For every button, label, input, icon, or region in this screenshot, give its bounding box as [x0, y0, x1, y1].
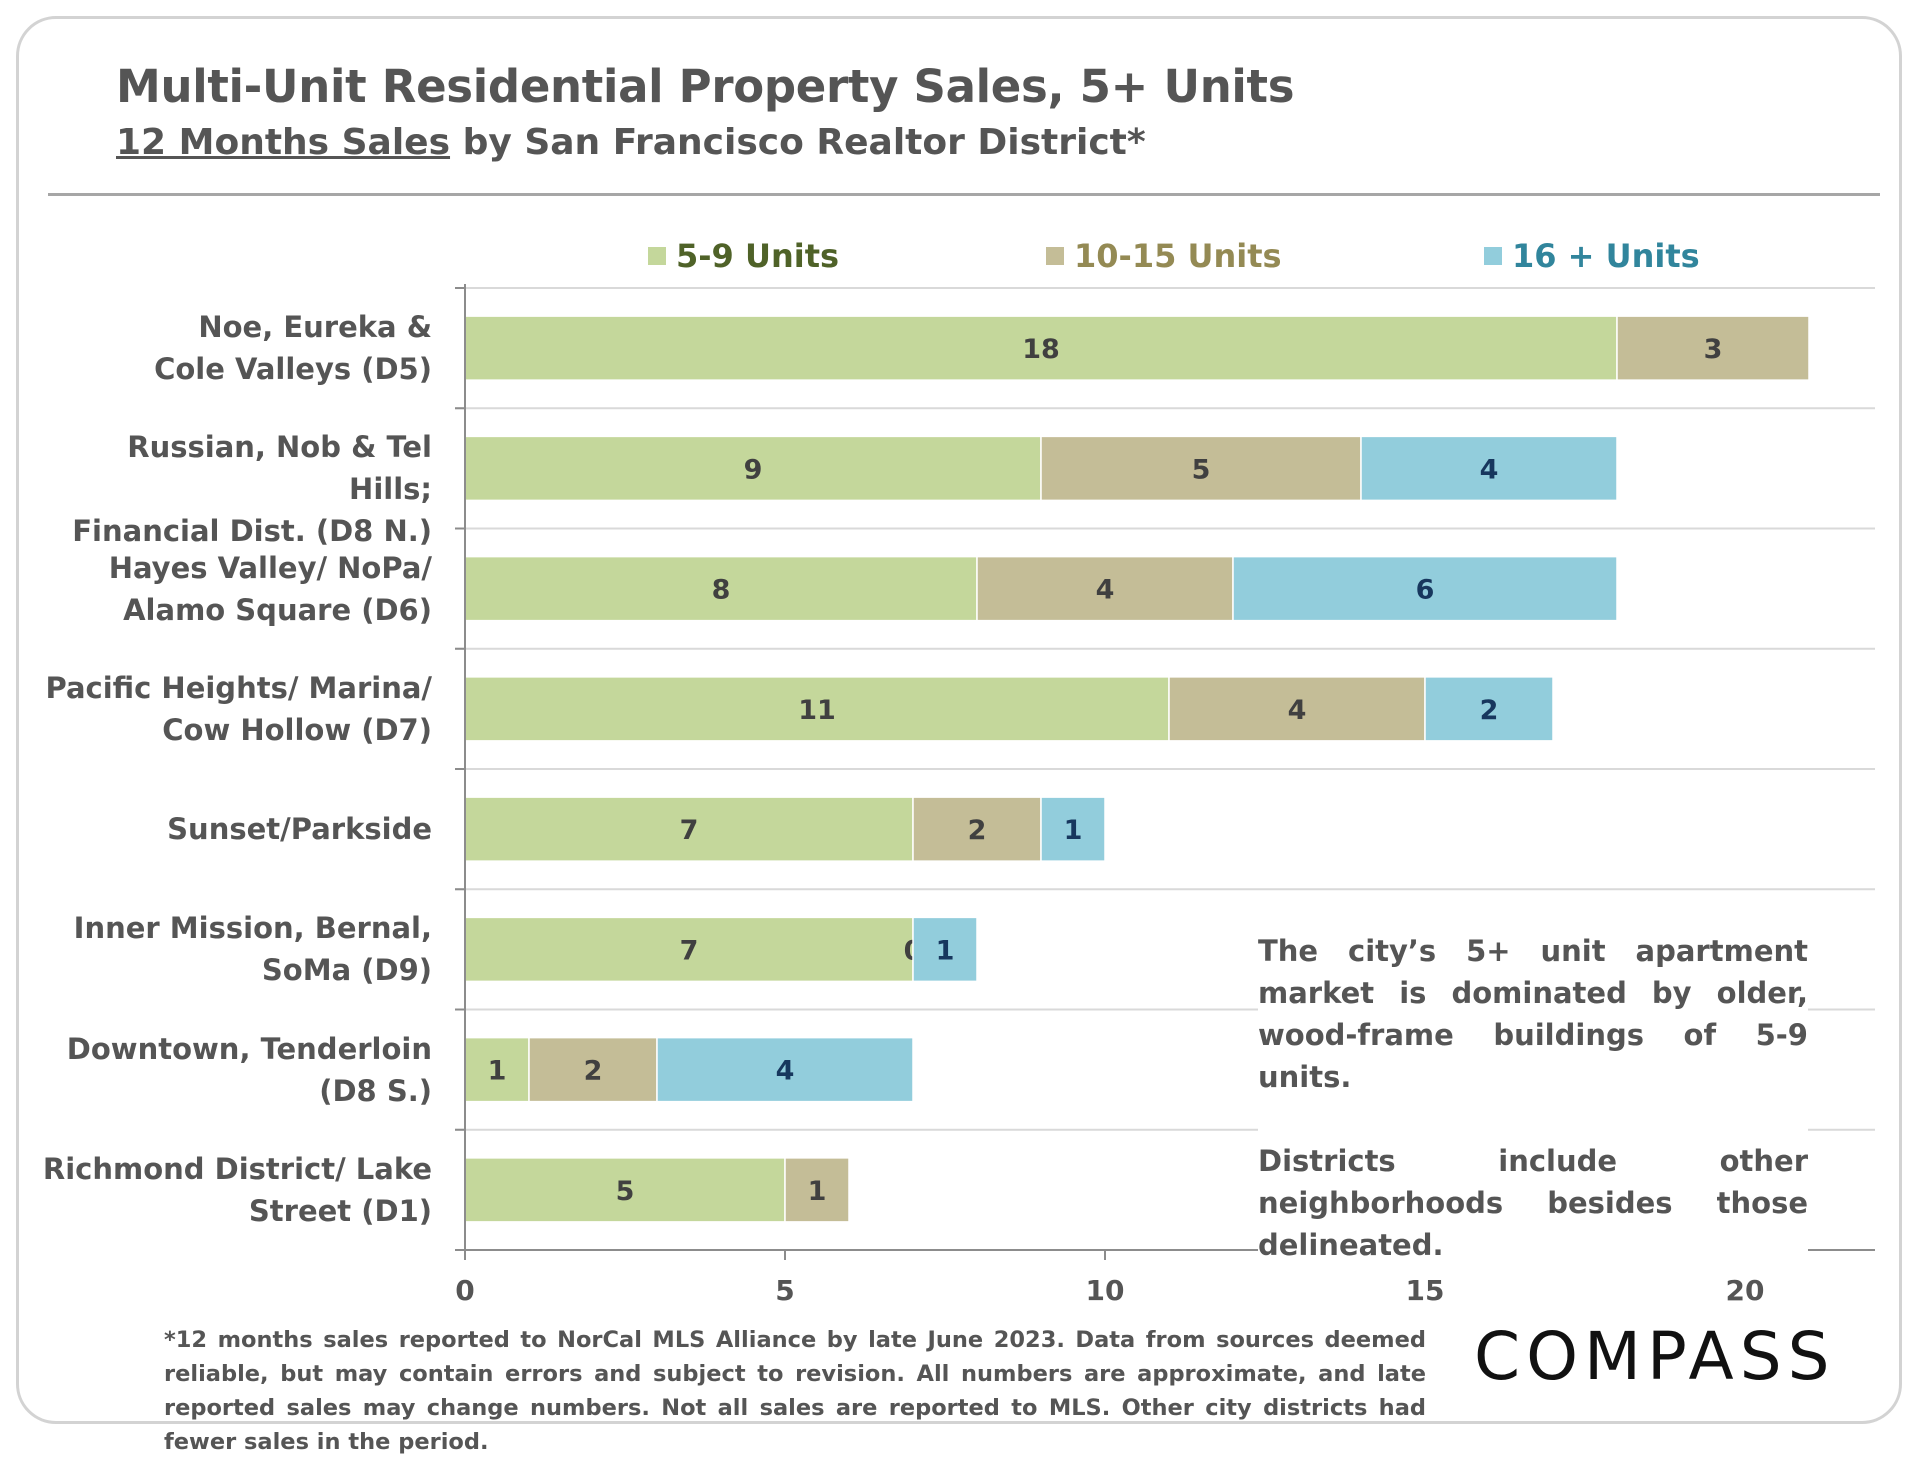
data-label: 8	[712, 575, 731, 606]
legend-label-10-15: 10-15 Units	[1074, 237, 1282, 275]
category-label-line: Cow Hollow (D7)	[162, 712, 432, 747]
bar-segment	[1040, 435, 1362, 502]
data-label: 4	[1096, 575, 1115, 606]
category-label-line: Richmond District/ Lake	[42, 1151, 432, 1186]
category-label: Sunset/Parkside	[40, 808, 432, 850]
footnote: *12 months sales reported to NorCal MLS …	[164, 1327, 1426, 1455]
data-label: 1	[936, 935, 955, 966]
bar-segment	[528, 1036, 658, 1103]
category-label-line: Hayes Valley/ NoPa/	[108, 550, 432, 585]
x-tick-label: 5	[775, 1274, 794, 1307]
data-label: 7	[680, 935, 699, 966]
subtitle-rest: by San Francisco Realtor District*	[450, 122, 1146, 163]
annotation-note: The city’s 5+ unit apartment market is d…	[1258, 930, 1808, 1266]
category-label: Downtown, Tenderloin (D8 S.)	[40, 1028, 432, 1112]
category-label-line: Sunset/Parkside	[167, 812, 432, 847]
legend-label-5-9: 5-9 Units	[676, 237, 840, 275]
data-label: 11	[798, 695, 836, 726]
data-label: 2	[584, 1056, 603, 1087]
category-label-line: Inner Mission, Bernal,	[73, 911, 432, 946]
data-label: 4	[1480, 454, 1499, 485]
x-tick-label: 10	[1086, 1274, 1125, 1307]
bar-segment	[1232, 555, 1618, 622]
bar-segment	[464, 676, 1170, 742]
data-label: 6	[1416, 575, 1435, 606]
category-label: Russian, Nob & Tel Hills; Financial Dist.…	[40, 426, 432, 552]
bar-segment	[976, 555, 1234, 622]
chart-subtitle: 12 Months Sales by San Francisco Realtor…	[116, 122, 1146, 163]
legend-item-10-15: 10-15 Units	[1046, 236, 1282, 276]
data-label: 1	[488, 1056, 507, 1087]
compass-logo: COMPASS	[1474, 1318, 1836, 1395]
category-label: Inner Mission, Bernal, SoMa (D9)	[40, 907, 432, 991]
category-label: Noe, Eureka & Cole Valleys (D5)	[40, 306, 432, 390]
category-label-line: Russian, Nob & Tel Hills;	[127, 430, 432, 507]
category-label-line: Pacific Heights/ Marina/	[45, 670, 432, 705]
note-paragraph-1: The city’s 5+ unit apartment market is d…	[1258, 934, 1808, 1094]
bar-segment	[1424, 676, 1554, 742]
data-label: 4	[776, 1056, 795, 1087]
category-label: Richmond District/ Lake Street (D1)	[40, 1148, 432, 1232]
category-label-line: Cole Valleys (D5)	[154, 352, 432, 387]
bar-segment	[464, 796, 914, 862]
category-label: Pacific Heights/ Marina/Cow Hollow (D7)	[40, 667, 432, 751]
data-label: 2	[968, 815, 987, 846]
data-label: 5	[1192, 454, 1211, 485]
data-label: 1	[808, 1176, 827, 1207]
bar-segment	[464, 315, 1618, 381]
bar-segment	[1360, 435, 1618, 502]
bar-segment	[912, 796, 1042, 862]
category-label-line: SoMa (D9)	[261, 953, 432, 988]
legend-swatch-5-9	[648, 247, 666, 265]
bar-segment	[464, 555, 978, 622]
category-label: Hayes Valley/ NoPa/Alamo Square (D6)	[40, 547, 432, 631]
category-label-line: Downtown, Tenderloin	[66, 1031, 432, 1066]
bar-segment	[656, 1036, 914, 1103]
category-label-line: (D8 S.)	[319, 1073, 432, 1108]
legend-item-16-plus: 16 + Units	[1484, 236, 1700, 276]
bar-segment	[912, 916, 978, 983]
note-paragraph-2: Districts include other neighborhoods be…	[1258, 1144, 1808, 1262]
legend-swatch-10-15	[1046, 247, 1064, 265]
legend-item-5-9: 5-9 Units	[648, 236, 839, 276]
chart-title: Multi-Unit Residential Property Sales, 5…	[116, 60, 1295, 113]
data-label: 18	[1022, 334, 1060, 365]
data-label: 5	[616, 1176, 635, 1207]
data-label: 7	[680, 815, 699, 846]
data-label: 1	[1064, 815, 1083, 846]
bar-segment	[1168, 676, 1426, 742]
legend-swatch-16-plus	[1484, 247, 1502, 265]
subtitle-underlined: 12 Months Sales	[116, 122, 451, 163]
category-label-line: Noe, Eureka &	[198, 310, 432, 345]
bar-segment	[1616, 315, 1810, 381]
x-tick-label: 0	[455, 1274, 474, 1307]
title-divider	[48, 193, 1880, 196]
data-label: 3	[1704, 334, 1723, 365]
data-label: 9	[744, 454, 763, 485]
legend-label-16-plus: 16 + Units	[1512, 237, 1700, 275]
data-label: 2	[1480, 695, 1499, 726]
category-label-line: Street (D1)	[248, 1193, 432, 1228]
x-tick-label: 15	[1406, 1274, 1445, 1307]
bar-segment	[464, 916, 914, 983]
x-tick-label: 20	[1726, 1274, 1765, 1307]
data-label: 4	[1288, 695, 1307, 726]
bar-segment	[784, 1157, 850, 1223]
bar-segment	[1040, 796, 1106, 862]
category-label-line: Alamo Square (D6)	[123, 592, 432, 627]
category-label-line: Financial Dist. (D8 N.)	[72, 514, 432, 549]
